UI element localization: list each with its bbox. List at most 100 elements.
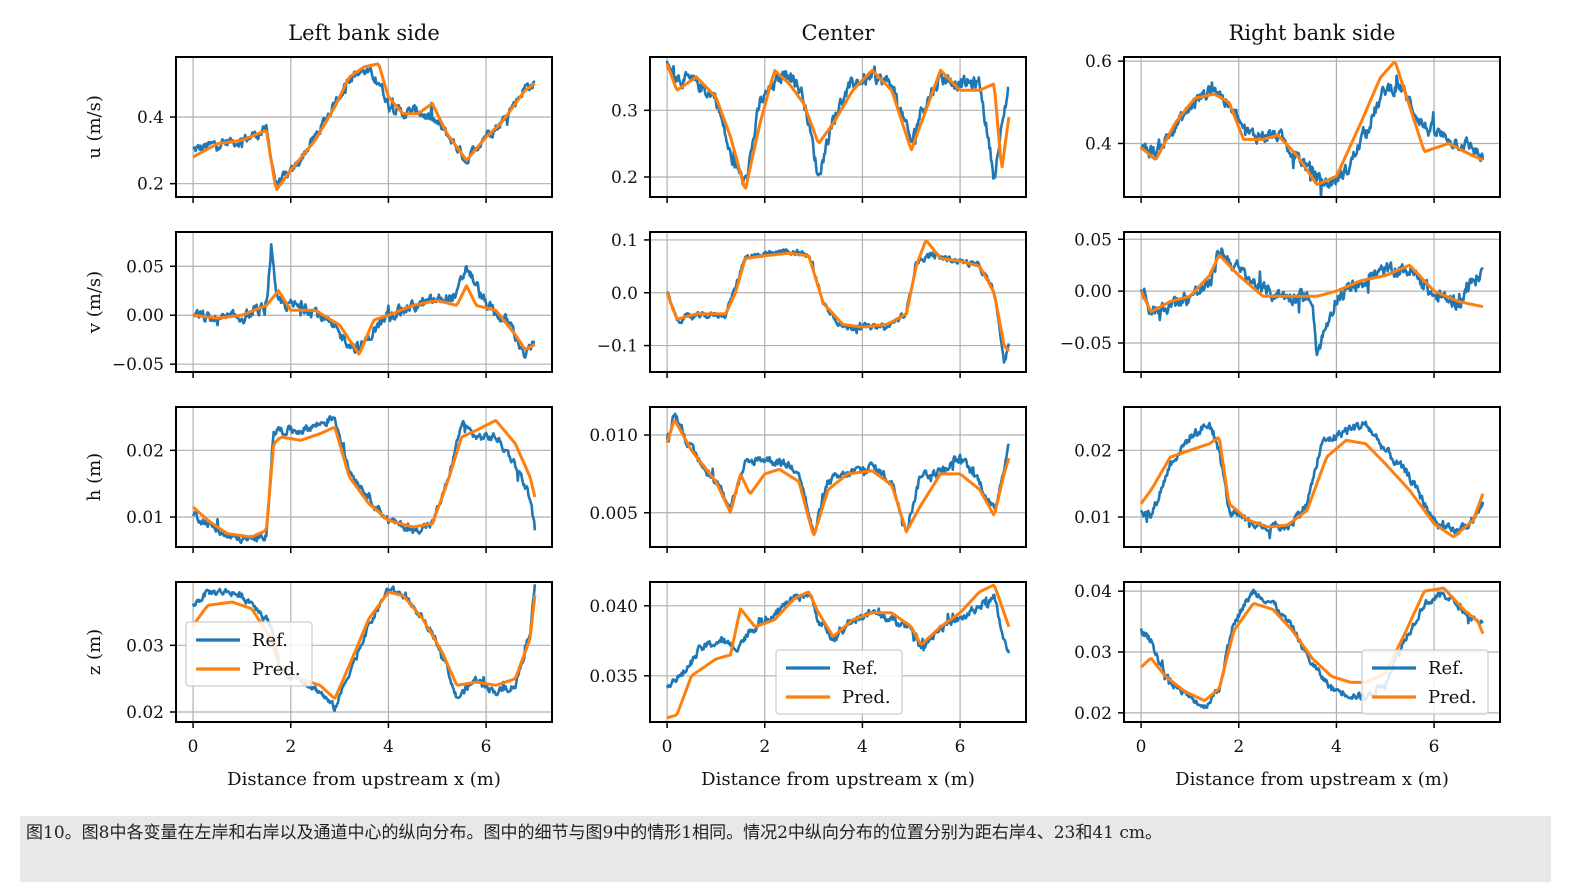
series-pred-line [665,419,1011,537]
x-tick-label: 0 [662,737,673,757]
plot-frame [175,406,553,548]
y-tick-label: 0.0 [611,284,638,304]
legend-label: Ref. [1428,658,1464,679]
series-pred-line [192,62,536,191]
y-tick-label: −0.05 [1060,334,1112,354]
y-tick-label: −0.05 [112,355,164,375]
y-tick-label: 0.010 [589,426,638,446]
x-axis-label: Distance from upstream x (m) [1175,769,1449,790]
series-pred-line [191,590,537,700]
y-tick-label: 0.2 [137,175,164,195]
x-axis-label: Distance from upstream x (m) [701,769,975,790]
figure-grid: Left bank side Center Right bank side u (m/… [84,21,1501,790]
series-ref-line [665,60,1010,186]
x-axis-label: Distance from upstream x (m) [227,769,501,790]
series-pred-line [1139,436,1485,539]
series-ref-line [192,66,536,186]
legend: Ref. Pred. [1361,649,1489,715]
plot-frame [175,231,553,373]
legend-label: Pred. [252,659,301,680]
series-pred-line [665,63,1011,190]
y-tick-label: −0.1 [597,337,638,357]
legend: Ref. Pred. [775,649,903,715]
y-tick-label: 0.4 [1085,134,1112,154]
x-tick-label: 2 [1233,737,1244,757]
panel-r2-c0: 0.01 0.02 [126,406,553,553]
x-tick-label: 2 [285,737,296,757]
series-ref-line [665,591,1011,689]
y-tick-label: 0.00 [1074,282,1112,302]
y-tick-label: 0.035 [589,667,638,687]
series-ref-line [1139,420,1485,540]
series-pred-line [1140,60,1484,186]
y-axis-label: z (m) [84,629,105,675]
legend-label: Pred. [1428,687,1477,708]
series-ref-line [1139,247,1484,357]
y-tick-label: 0.4 [137,108,164,128]
y-tick-label: 0.02 [1074,704,1112,724]
y-tick-label: 0.040 [589,597,638,617]
plot-frame [649,581,1027,723]
panel-r1-c2: −0.05 0.00 0.05 [1060,230,1501,378]
column-title: Right bank side [1229,21,1396,45]
legend: Ref. Pred. [185,621,313,687]
y-tick-label: 0.05 [1074,230,1112,250]
y-tick-label: 0.03 [126,636,164,656]
series-pred-line [1139,253,1484,314]
y-tick-label: 0.02 [126,703,164,723]
x-tick-label: 0 [1136,737,1147,757]
panel-r0-c2: 0.4 0.6 [1085,52,1501,203]
y-tick-label: 0.04 [1074,582,1112,602]
y-tick-label: 0.2 [611,168,638,188]
y-tick-label: 0.03 [1074,643,1112,663]
panel-r0-c1: 0.2 0.3 [611,56,1027,203]
y-tick-label: 0.1 [611,231,638,251]
plot-frame [649,406,1027,548]
series-pred-line [665,239,1011,352]
x-tick-label: 4 [857,737,868,757]
legend-label: Ref. [842,658,878,679]
series-pred-line [1140,586,1485,703]
y-tick-label: 0.01 [126,508,164,528]
series-ref-line [1139,588,1484,710]
series-ref-line [666,248,1011,364]
y-tick-label: 0.05 [126,257,164,277]
plot-frame [1123,406,1501,548]
panel-r1-c1: −0.1 0.0 0.1 [597,231,1027,378]
series-pred-line [192,284,536,356]
series-pred-line [666,583,1011,720]
x-tick-label: 6 [481,737,492,757]
y-tick-label: 0.005 [589,504,638,524]
x-tick-label: 0 [188,737,199,757]
y-axis-label: v (m/s) [84,271,105,334]
y-axis-label: u (m/s) [84,95,105,159]
y-tick-label: 0.6 [1085,52,1112,72]
y-tick-label: 0.01 [1074,508,1112,528]
y-tick-label: 0.3 [611,101,638,121]
panel-r1-c0: −0.05 0.00 0.05 [112,231,553,378]
plot-frame [1123,56,1501,198]
panel-r3-c1: 0 2 4 6 0.035 0.040 Ref. Pred. [589,581,1027,757]
x-tick-label: 4 [1331,737,1342,757]
y-tick-label: 0.00 [126,306,164,326]
panel-r3-c2: 0 2 4 6 0.02 0.03 0.04 Ref. Pred. [1074,581,1501,757]
legend-label: Pred. [842,687,891,708]
series-ref-line [191,415,537,545]
panel-r2-c2: 0.01 0.02 [1074,406,1501,553]
x-tick-label: 2 [759,737,770,757]
panel-r2-c1: 0.005 0.010 [589,406,1027,553]
x-tick-label: 6 [955,737,966,757]
legend-label: Ref. [252,630,288,651]
series-pred-line [192,419,537,539]
column-title: Left bank side [288,21,440,45]
column-title: Center [802,21,876,45]
plot-frame [175,581,553,723]
y-tick-label: 0.02 [1074,441,1112,461]
figure-caption: 图10。图8中各变量在左岸和右岸以及通道中心的纵向分布。图中的细节与图9中的情形… [26,823,1163,843]
caption-box: 图10。图8中各变量在左岸和右岸以及通道中心的纵向分布。图中的细节与图9中的情形… [20,816,1551,882]
plot-frame [649,56,1027,198]
y-axis-label: h (m) [84,453,105,501]
plot-frame [175,56,553,198]
panel-r3-c0: 0 2 4 6 0.02 0.03 Ref. Pred. [126,581,553,757]
x-tick-label: 4 [383,737,394,757]
